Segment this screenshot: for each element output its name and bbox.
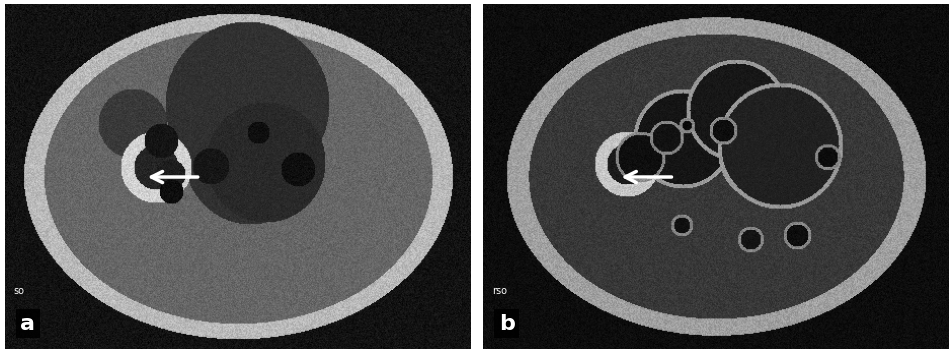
Text: a: a [20,313,35,334]
Text: b: b [498,313,514,334]
Text: rso: rso [491,286,506,296]
Text: so: so [13,286,25,296]
